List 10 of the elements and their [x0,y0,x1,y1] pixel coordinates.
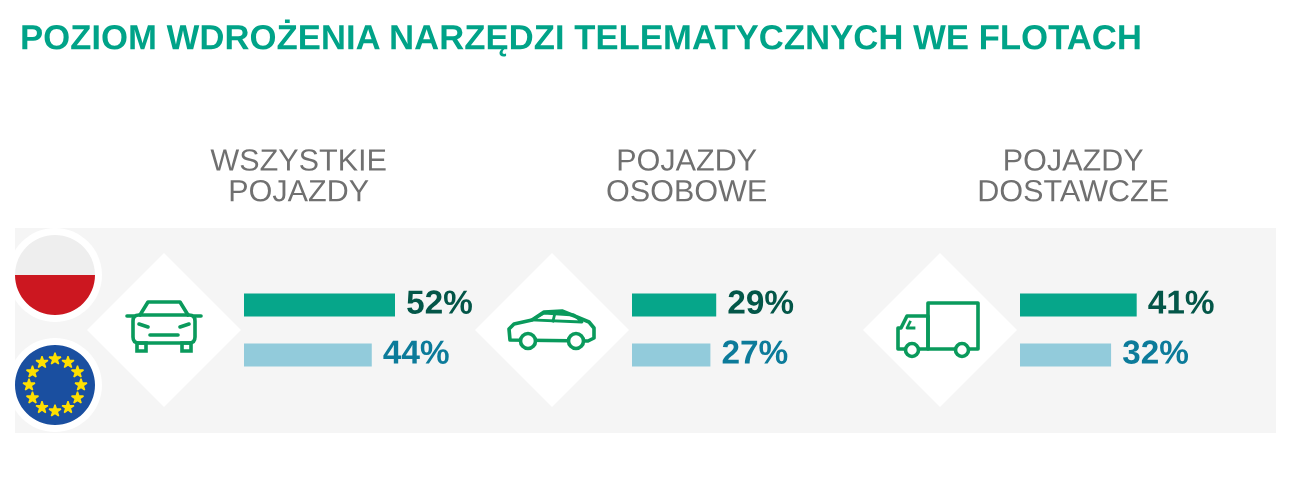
chart-subtitle: POJAZDY DOSTAWCZE [979,149,1168,202]
data-label: 41% [1148,290,1214,314]
data-label: 44% [383,340,449,364]
chart-subtitle: WSZYSTKIE POJAZDY [210,149,386,202]
data-label: 29% [728,290,794,314]
data-label: 32% [1122,340,1189,364]
chart-subtitle: POJAZDY OSOBOWE [607,149,766,202]
data-label: 52% [407,290,472,314]
data-label: 27% [722,340,788,364]
text: POZIOM WDROŻENIA NARZĘDZI TELEMATYCZNYCH WE FLOTACH [22,19,1140,57]
